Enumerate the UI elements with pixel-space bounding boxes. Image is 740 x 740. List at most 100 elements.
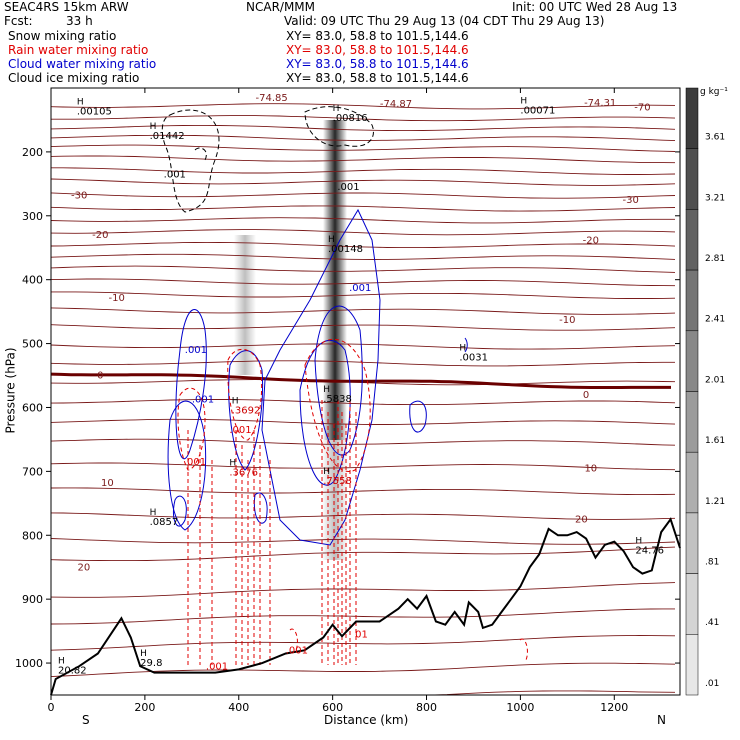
colorbar-label: 2.81	[705, 254, 725, 264]
isotherm-line	[50, 418, 676, 425]
y-tick-label: 400	[22, 274, 43, 287]
legend-ice-xy: XY= 83.0, 58.8 to 101.5,144.6	[286, 71, 469, 85]
isotherm-line	[50, 192, 676, 199]
isotherm-line	[50, 103, 676, 110]
isotherm-line	[50, 124, 676, 132]
snow-contour	[304, 106, 374, 147]
north-label: N	[657, 713, 666, 727]
colorbar-label: 1.21	[705, 497, 725, 507]
max-marker: H	[150, 508, 157, 518]
isotherm-line	[50, 512, 676, 520]
x-tick-label: 1000	[506, 701, 534, 714]
contour-value-label: .001	[337, 182, 359, 193]
freezing-level-line	[50, 372, 671, 389]
max-marker: H	[459, 344, 466, 354]
isotherm-line	[50, 134, 676, 142]
y-tick-label: 200	[22, 146, 43, 159]
colorbar-segment	[685, 573, 699, 635]
cloud-water-contour	[314, 305, 363, 456]
isotherm-line	[50, 205, 676, 212]
plot-frame	[50, 87, 681, 696]
isotherm-line	[50, 178, 676, 186]
contour-value-label: .001	[164, 169, 186, 180]
legend-ice-name: Cloud ice mixing ratio	[8, 71, 140, 85]
isotherm-line	[50, 343, 676, 350]
contour-value-label: .001	[185, 345, 207, 356]
max-marker: H	[58, 657, 65, 667]
max-marker: H	[328, 235, 335, 245]
cloud-water-contour	[253, 492, 268, 524]
x-tick-label: 1200	[600, 701, 628, 714]
contour-value-label: 01	[355, 629, 368, 640]
legend-cloud-xy: XY= 83.0, 58.8 to 101.5,144.6	[286, 57, 469, 71]
max-marker: H	[333, 104, 340, 114]
max-value-label: 29.8	[140, 658, 162, 669]
legend-rain-xy: XY= 83.0, 58.8 to 101.5,144.6	[286, 43, 469, 57]
shaded-column-main-lower	[322, 440, 348, 560]
max-value-label: 24.76	[635, 546, 664, 557]
isotherm-line	[50, 608, 675, 625]
isotherm-line	[50, 229, 676, 236]
colorbar-label: 1.61	[705, 436, 725, 446]
colorbar-segment	[685, 148, 699, 210]
isotherm-line	[51, 167, 676, 175]
colorbar-segment	[685, 451, 699, 514]
colorbar-segment	[685, 87, 699, 149]
colorbar-label: 2.01	[705, 375, 725, 385]
max-marker: H	[323, 467, 330, 477]
isotherm-line	[50, 360, 675, 367]
max-value-label: .00105	[77, 107, 112, 118]
y-tick-label: 700	[22, 465, 43, 478]
y-tick-label: 900	[22, 593, 43, 606]
contour-value-label: .001	[184, 457, 206, 468]
isotherm-line	[50, 155, 676, 164]
isotherm-line	[50, 399, 676, 406]
isotherm-line	[51, 115, 676, 122]
isotherm-line	[50, 546, 676, 562]
colorbar-segment	[685, 209, 699, 271]
cloud-water-contour	[167, 400, 207, 531]
y-tick-label: 600	[22, 401, 43, 414]
isotherm-label: -10	[559, 315, 575, 326]
isotherm-label: 10	[584, 463, 597, 474]
max-value-label: .0857	[150, 517, 179, 528]
colorbar-label: .41	[705, 618, 719, 628]
contour-value-label: .001	[349, 283, 371, 294]
max-value-label: .00148	[328, 244, 363, 255]
legend-rain-name: Rain water mixing ratio	[8, 43, 149, 57]
forecast-label: Fcst:	[4, 14, 33, 28]
rain-water-contour	[289, 628, 298, 651]
max-value-label: .5838	[323, 394, 352, 405]
isotherm-line	[50, 253, 676, 260]
max-marker: H	[323, 385, 330, 395]
max-marker: H	[635, 537, 642, 547]
isotherm-line	[50, 324, 676, 331]
forecast-hour: 33 h	[66, 14, 93, 28]
legend-cloud-name: Cloud water mixing ratio	[8, 57, 157, 71]
x-tick-label: 400	[228, 701, 249, 714]
terrain-line	[50, 517, 681, 696]
colorbar-segment	[685, 634, 699, 696]
max-marker: H	[140, 649, 147, 659]
colorbar-segment	[685, 391, 699, 453]
max-value-label: .3692	[232, 406, 261, 417]
isotherm-label: -74.85	[255, 93, 287, 104]
y-tick-label: 1000	[15, 657, 43, 670]
y-tick-label: 500	[22, 338, 43, 351]
isotherm-line	[50, 462, 676, 471]
isotherm-label: -20	[92, 230, 108, 241]
colorbar-segment	[685, 330, 699, 392]
isotherm-line	[50, 438, 676, 446]
colorbar-label: .01	[705, 679, 719, 689]
org-label: NCAR/MMM	[246, 0, 316, 14]
isotherm-line	[50, 582, 676, 598]
max-value-label: .0031	[459, 353, 488, 364]
colorbar-unit: g kg⁻¹	[700, 87, 728, 97]
colorbar-label: 3.21	[705, 193, 725, 203]
max-marker: H	[520, 96, 527, 106]
isotherm-line	[50, 538, 676, 545]
cloud-water-contour	[409, 400, 427, 433]
x-tick-label: 800	[416, 701, 437, 714]
isotherm-line	[50, 307, 676, 315]
